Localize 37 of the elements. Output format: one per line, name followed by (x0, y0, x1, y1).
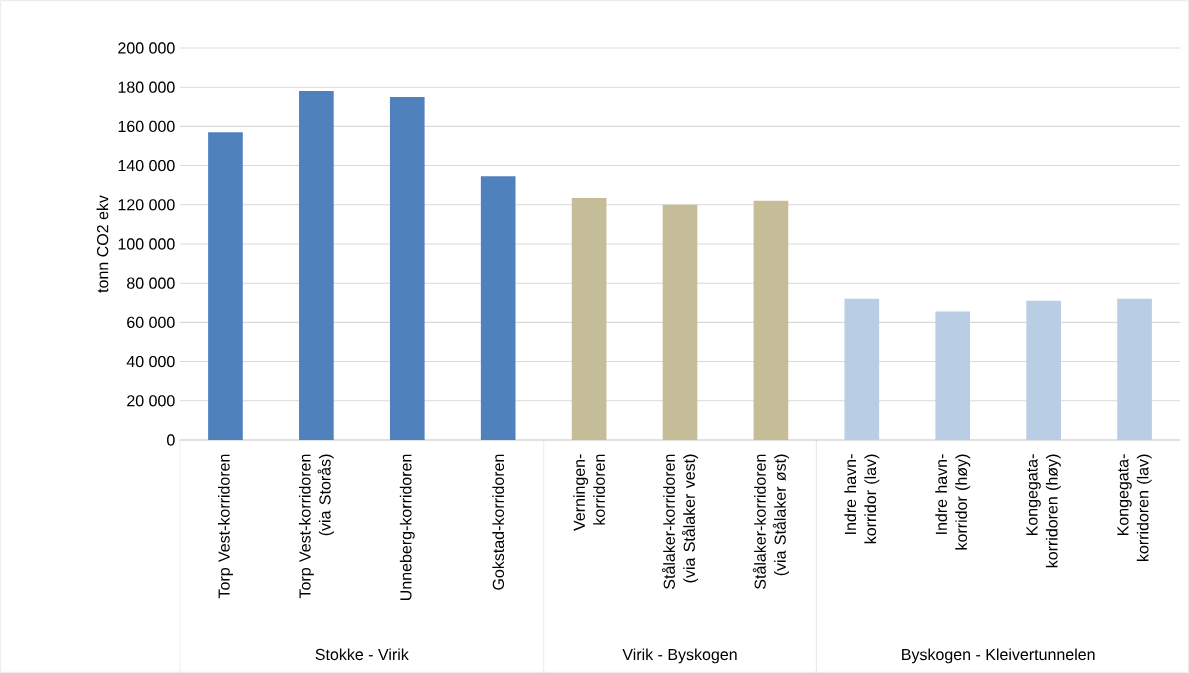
bar (935, 311, 971, 440)
bar (753, 200, 789, 440)
y-tick-label: 180 000 (118, 81, 175, 93)
y-tick-label: 80 000 (127, 277, 175, 289)
text: Virik - Byskogen (622, 648, 737, 664)
bar (299, 91, 334, 440)
bar (480, 176, 516, 440)
x-tick-label: Indre havn-korridor (høy) (935, 454, 971, 550)
x-tick-label: Gokstad-korridoren (492, 454, 505, 590)
x-tick-label: Torp Vest-korridoren (via Storås) (298, 454, 334, 599)
y-tick-label: 100 000 (118, 238, 175, 250)
x-tick-label: Stålaker-korridoren (via Stålaker øst) (752, 454, 790, 589)
x-tick-label: Stålaker-korridoren (via Stålaker vest) (661, 454, 699, 589)
x-tick-label: Unneberg-korridoren (399, 454, 415, 600)
bar (571, 197, 607, 440)
bar (389, 96, 425, 440)
x-tick-label: Kongegata-korridoren (høy) (1026, 454, 1061, 568)
y-tick-label: 200 000 (118, 42, 175, 54)
x-tick-label: Kongegata-korridoren (lav) (1117, 454, 1152, 561)
bar (1117, 298, 1152, 440)
text: Stokke - Virik (315, 648, 409, 661)
bar (208, 132, 243, 440)
y-tick-label: 20 000 (127, 395, 175, 407)
y-tick-label: 140 000 (118, 159, 175, 172)
bar (662, 204, 698, 440)
y-axis-title: tonn CO2 ekv (96, 195, 109, 293)
text: Byskogen - Kleivertunnelen (902, 648, 1095, 664)
bar (844, 298, 880, 440)
y-tick-label: 0 (167, 434, 175, 446)
y-tick-label: 160 000 (118, 120, 175, 133)
x-tick-label: Indre havn-korridor (lav) (844, 454, 880, 544)
y-tick-label: 120 000 (118, 199, 175, 211)
x-tick-label: Torp Vest-korridoren (218, 454, 233, 599)
y-tick-label: 60 000 (127, 316, 175, 329)
y-tick-label: 40 000 (126, 355, 175, 368)
x-tick-label: Verningen-korridoren (573, 454, 605, 531)
bar (1026, 300, 1061, 440)
